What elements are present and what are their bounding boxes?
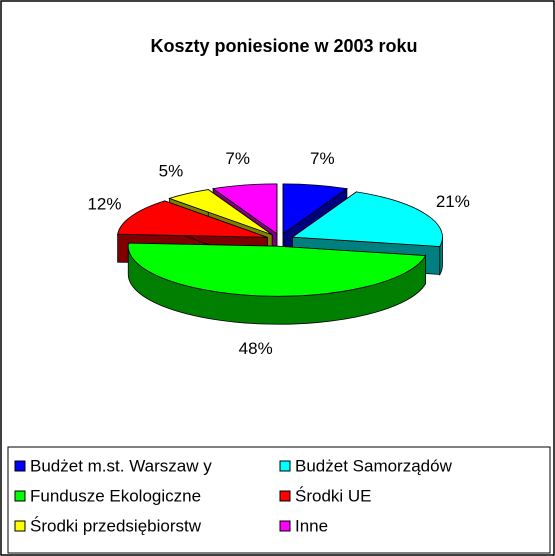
legend-box xyxy=(7,446,551,554)
slice xyxy=(212,183,278,235)
legend-label: Inne xyxy=(295,516,328,535)
slice xyxy=(291,191,443,247)
legend-swatch xyxy=(279,460,291,472)
data-label: 7% xyxy=(225,149,250,168)
slice xyxy=(168,189,273,236)
slice xyxy=(127,242,427,297)
data-label: 48% xyxy=(239,339,273,358)
slice xyxy=(117,200,268,238)
legend-swatch xyxy=(14,490,26,502)
data-label: 12% xyxy=(87,194,121,213)
legend-label: Środki przedsiębiorstw xyxy=(30,516,202,535)
legend-label: Środki UE xyxy=(295,486,372,505)
legend-swatch xyxy=(14,520,26,532)
legend-label: Fundusze Ekologiczne xyxy=(30,486,201,505)
data-label: 5% xyxy=(159,161,184,180)
data-label: 21% xyxy=(436,192,470,211)
chart-title: Koszty poniesione w 2003 roku xyxy=(150,36,417,56)
legend-swatch xyxy=(279,520,291,532)
legend-swatch xyxy=(279,490,291,502)
legend-label: Budżet m.st. Warszaw y xyxy=(30,456,212,475)
slice xyxy=(282,183,348,235)
legend-label: Budżet Samorządów xyxy=(295,456,453,475)
legend-swatch xyxy=(14,460,26,472)
data-label: 7% xyxy=(310,149,335,168)
